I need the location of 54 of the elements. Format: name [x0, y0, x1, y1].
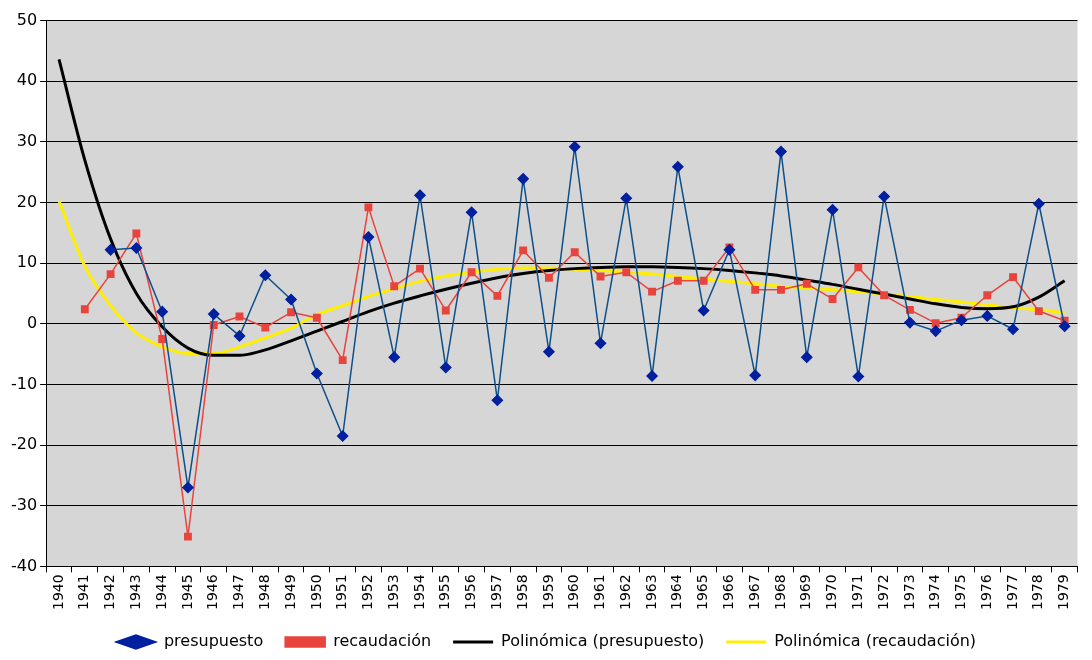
x-tick-label: 1963 — [642, 574, 659, 611]
x-tick-label: 1953 — [384, 574, 401, 611]
x-tick-label: 1964 — [668, 574, 685, 611]
x-tick-label: 1976 — [977, 574, 994, 611]
x-tick-label: 1974 — [926, 574, 943, 611]
legend-label: recaudación — [333, 631, 432, 651]
x-tick-label: 1944 — [152, 574, 169, 611]
x-tick-label: 1942 — [101, 574, 118, 611]
x-tick-label: 1947 — [230, 574, 247, 611]
legend-label: presupuesto — [163, 631, 264, 651]
x-tick-label: 1959 — [539, 574, 556, 611]
x-tick-label: 1968 — [771, 574, 788, 611]
x-tick-label: 1961 — [591, 574, 608, 611]
y-tick-label: 50 — [16, 9, 38, 29]
x-tick-label: 1979 — [1055, 574, 1072, 611]
y-tick-label: -10 — [10, 373, 38, 393]
y-tick-label: 30 — [16, 131, 38, 151]
x-tick-label: 1945 — [178, 574, 195, 611]
x-tick-label: 1971 — [848, 574, 865, 611]
x-tick-label: 1948 — [255, 574, 272, 611]
x-tick-label: 1950 — [307, 574, 324, 611]
x-tick-label: 1972 — [874, 574, 891, 611]
legend-label: Polinómica (recaudación) — [774, 631, 977, 651]
x-tick-label: 1965 — [694, 574, 711, 611]
x-tick-label: 1969 — [797, 574, 814, 611]
x-tick-label: 1941 — [75, 574, 92, 611]
y-tick-label: 20 — [16, 191, 38, 211]
x-tick-label: 1940 — [49, 574, 66, 611]
y-tick-label: 0 — [26, 312, 38, 332]
x-tick-label: 1951 — [333, 574, 350, 611]
x-tick-label: 1967 — [745, 574, 762, 611]
x-tick-label: 1977 — [1003, 574, 1020, 611]
x-tick-label: 1978 — [1029, 574, 1046, 611]
x-tick-label: 1973 — [900, 574, 917, 611]
x-tick-label: 1960 — [565, 574, 582, 611]
x-tick-label: 1955 — [436, 574, 453, 611]
x-tick-label: 1970 — [823, 574, 840, 611]
x-tick-label: 1957 — [488, 574, 504, 611]
x-tick-label: 1952 — [359, 574, 376, 611]
y-tick-label: -30 — [10, 494, 38, 514]
x-tick-label: 1946 — [204, 574, 221, 611]
y-tick-label: 10 — [16, 252, 38, 272]
y-tick-label: -40 — [10, 555, 38, 575]
x-tick-label: 1943 — [127, 574, 144, 611]
x-tick-label: 1962 — [616, 574, 633, 611]
x-tick-label: 1956 — [462, 574, 479, 611]
x-tick-label: 1954 — [410, 574, 427, 611]
x-tick-label: 1966 — [720, 574, 737, 611]
y-tick-label: 40 — [16, 70, 38, 90]
x-tick-label: 1975 — [952, 574, 969, 611]
x-tick-label: 1958 — [513, 574, 530, 611]
x-tick-label: 1949 — [281, 574, 298, 611]
y-tick-label: -20 — [10, 434, 38, 454]
legend-label: Polinómica (presupuesto) — [501, 631, 705, 651]
